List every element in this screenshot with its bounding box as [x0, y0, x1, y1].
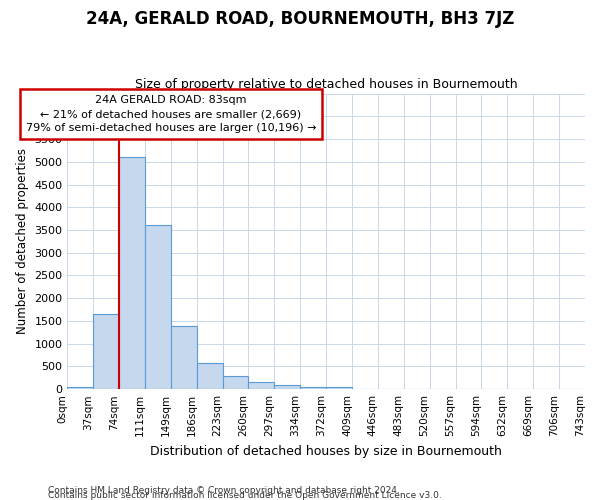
Bar	[119, 157, 145, 389]
Bar	[248, 382, 274, 389]
Bar	[93, 314, 119, 389]
Bar	[171, 326, 197, 389]
Text: 24A GERALD ROAD: 83sqm
← 21% of detached houses are smaller (2,669)
79% of semi-: 24A GERALD ROAD: 83sqm ← 21% of detached…	[26, 95, 316, 133]
Bar	[300, 387, 326, 389]
Bar	[274, 384, 300, 389]
Text: Contains public sector information licensed under the Open Government Licence v3: Contains public sector information licen…	[48, 491, 442, 500]
Bar	[67, 387, 93, 389]
Bar	[223, 376, 248, 389]
Bar	[326, 387, 352, 389]
Text: Contains HM Land Registry data © Crown copyright and database right 2024.: Contains HM Land Registry data © Crown c…	[48, 486, 400, 495]
Text: 24A, GERALD ROAD, BOURNEMOUTH, BH3 7JZ: 24A, GERALD ROAD, BOURNEMOUTH, BH3 7JZ	[86, 10, 514, 28]
Bar	[145, 226, 171, 389]
Bar	[197, 363, 223, 389]
X-axis label: Distribution of detached houses by size in Bournemouth: Distribution of detached houses by size …	[150, 444, 502, 458]
Y-axis label: Number of detached properties: Number of detached properties	[16, 148, 29, 334]
Title: Size of property relative to detached houses in Bournemouth: Size of property relative to detached ho…	[135, 78, 517, 91]
